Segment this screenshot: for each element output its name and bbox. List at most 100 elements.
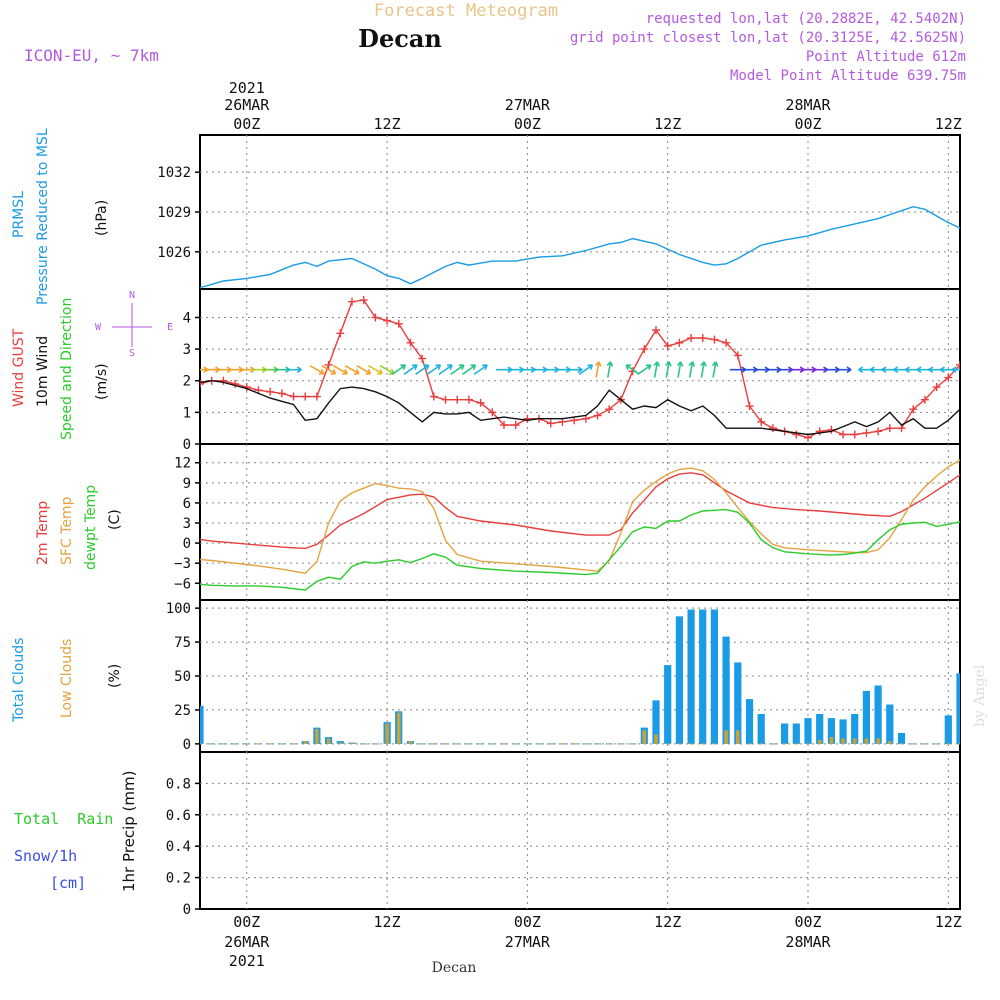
panel-plot-group bbox=[200, 205, 960, 289]
low-cloud-bar bbox=[771, 743, 775, 745]
total-cloud-bar bbox=[699, 609, 707, 744]
y-tick-label: 9 bbox=[183, 476, 191, 492]
total-cloud-bar bbox=[664, 665, 672, 744]
compass-rose: N S W E bbox=[95, 290, 173, 359]
gust-marker bbox=[745, 402, 754, 411]
gust-marker bbox=[687, 334, 696, 343]
total-cloud-bar bbox=[992, 641, 999, 744]
y-tick-label: −3 bbox=[174, 556, 191, 572]
wind-label-1: Wind GUST bbox=[11, 328, 27, 407]
low-cloud-bar bbox=[747, 743, 752, 745]
total-cloud-bar bbox=[781, 723, 789, 744]
wind-arrow bbox=[332, 365, 348, 375]
low-cloud-bar bbox=[584, 743, 588, 745]
requested-coords: requested lon,lat (20.2882E, 42.5402N) bbox=[646, 11, 966, 27]
low-cloud-bar bbox=[256, 743, 261, 745]
gust-marker bbox=[768, 424, 777, 433]
total-cloud-bar bbox=[827, 718, 835, 744]
wind-arrow bbox=[356, 365, 372, 375]
low-cloud-bar bbox=[291, 743, 296, 745]
pressure-label-2: Pressure Reduced to MSL bbox=[35, 128, 51, 305]
total-cloud-bar bbox=[956, 673, 960, 744]
compass-n: N bbox=[129, 290, 135, 301]
y-tick-label: −6 bbox=[174, 576, 191, 592]
wind-arrow bbox=[368, 365, 384, 375]
low-cloud-bar bbox=[829, 737, 834, 744]
y-tick-label: 6 bbox=[183, 496, 191, 512]
low-cloud-bar bbox=[221, 743, 226, 745]
y-tick-label: 3 bbox=[183, 516, 191, 532]
low-cloud-bar bbox=[200, 743, 202, 745]
bottom-time-tick-label: 00Z bbox=[794, 913, 821, 931]
gust-marker bbox=[722, 338, 731, 347]
snow-label: Snow/1h bbox=[14, 847, 77, 865]
low-cloud-bar bbox=[958, 743, 960, 745]
low-cloud-bar bbox=[385, 723, 389, 744]
wind-arrow bbox=[625, 364, 640, 375]
low-cloud-bar bbox=[619, 743, 623, 745]
gust-marker bbox=[944, 373, 953, 382]
cloud-unit: (%) bbox=[107, 664, 123, 688]
total-cloud-bar bbox=[687, 609, 695, 744]
product-title: Forecast Meteogram bbox=[374, 1, 558, 21]
gust-marker bbox=[885, 424, 894, 433]
gust-marker bbox=[324, 360, 333, 369]
series-line bbox=[200, 205, 960, 289]
low-cloud-bar bbox=[946, 743, 951, 745]
panel-plot-group bbox=[200, 296, 980, 442]
low-cloud-bar bbox=[408, 741, 413, 744]
wind-arrow bbox=[964, 367, 980, 372]
wind-panel bbox=[199, 288, 961, 445]
gust-marker bbox=[652, 326, 660, 335]
top-date-label: 27MAR bbox=[505, 96, 551, 114]
low-cloud-bar bbox=[782, 743, 787, 745]
wind-arrow bbox=[344, 365, 360, 375]
gust-marker bbox=[663, 341, 672, 350]
low-cloud-bar bbox=[549, 743, 553, 745]
low-cloud-bar bbox=[712, 743, 717, 745]
low-cloud-bar bbox=[853, 738, 857, 744]
gust-marker bbox=[312, 392, 321, 401]
gust-marker bbox=[920, 395, 929, 404]
wind-label-2: 10m Wind bbox=[35, 336, 51, 407]
temp-panel bbox=[199, 443, 961, 601]
gust-marker bbox=[219, 376, 228, 385]
point-altitude: Point Altitude 612m bbox=[806, 49, 966, 65]
low-cloud-bar bbox=[373, 743, 378, 745]
top-date-label: 26MAR bbox=[224, 96, 270, 114]
wind-arrow bbox=[595, 361, 602, 378]
low-cloud-bar bbox=[315, 728, 319, 744]
gust-marker bbox=[593, 411, 602, 420]
cloud-label-2: Low Clouds bbox=[59, 639, 75, 718]
gust-marker bbox=[968, 358, 976, 366]
model-label: ICON-EU, ~ 7km bbox=[24, 46, 159, 65]
wind-arrow bbox=[700, 361, 707, 378]
y-tick-label: 0 bbox=[183, 737, 191, 753]
total-cloud-bar bbox=[745, 699, 754, 744]
y-tick-label: 3 bbox=[183, 342, 191, 358]
cloud-labels: Total Clouds Low Clouds (%) bbox=[11, 638, 123, 723]
low-cloud-bar bbox=[420, 743, 424, 745]
gust-marker bbox=[441, 395, 450, 404]
gust-marker bbox=[757, 417, 766, 426]
gust-marker bbox=[406, 338, 415, 347]
low-cloud-bar bbox=[677, 743, 682, 745]
bottom-date-label: 2021 bbox=[229, 952, 265, 970]
wind-arrow bbox=[566, 366, 583, 373]
y-tick-label: 50 bbox=[174, 669, 191, 685]
total-cloud-bar bbox=[944, 715, 952, 744]
low-cloud-bar bbox=[642, 730, 647, 744]
y-tick-label: 0 bbox=[183, 902, 191, 918]
top-time-tick-label: 00Z bbox=[794, 115, 821, 133]
temp-label-1: 2m Temp bbox=[35, 501, 51, 565]
gust-marker bbox=[956, 360, 960, 369]
gust-marker bbox=[698, 334, 707, 343]
location-title: Decan bbox=[358, 24, 442, 53]
y-tick-label: 100 bbox=[166, 601, 191, 617]
wind-arrow bbox=[426, 364, 442, 375]
low-cloud-bar bbox=[525, 743, 530, 745]
compass-s: S bbox=[129, 348, 135, 359]
gust-marker bbox=[266, 387, 275, 396]
gust-marker bbox=[862, 428, 871, 437]
compass-e: E bbox=[167, 322, 173, 333]
